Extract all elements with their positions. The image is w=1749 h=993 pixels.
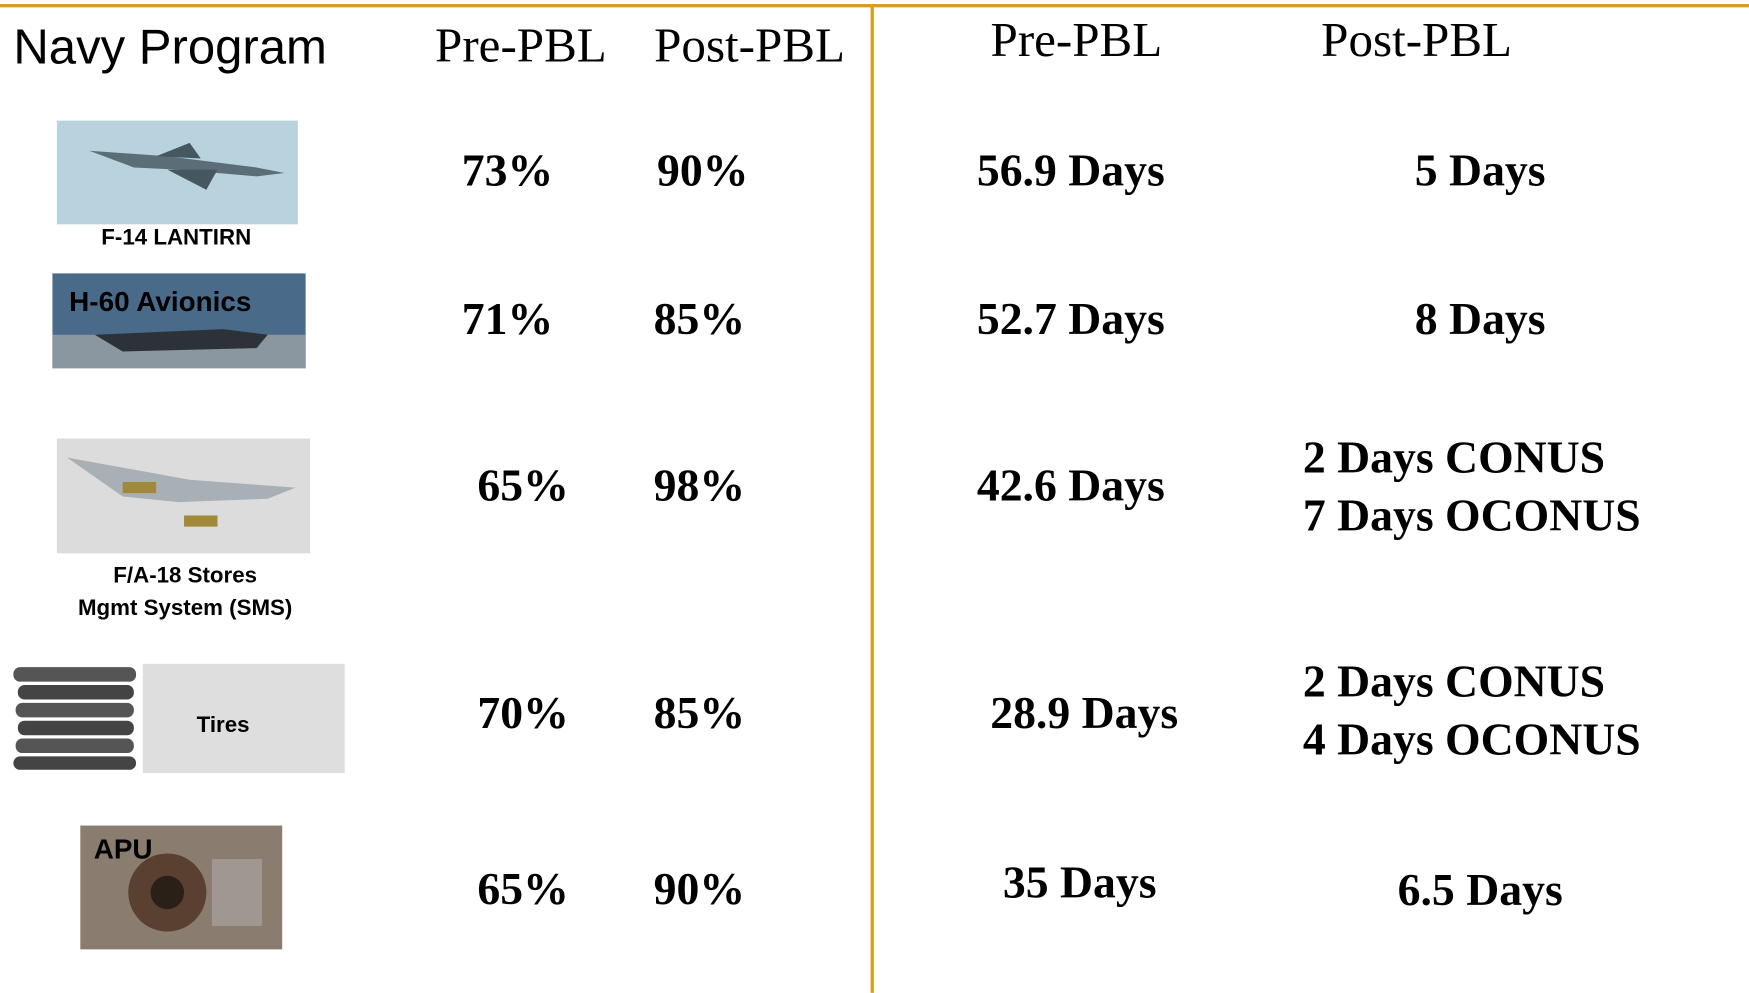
h60-image [52, 273, 306, 369]
program-label: F-14 LANTIRN [101, 225, 251, 250]
tires-image [13, 663, 345, 774]
apu-image [80, 825, 283, 950]
availability-post: 90% [654, 863, 745, 914]
program-label: Tires [197, 712, 250, 737]
days-post: 4 Days OCONUS [1303, 714, 1641, 765]
days-post: 8 Days [1415, 293, 1546, 344]
availability-pre: 73% [462, 145, 553, 196]
availability-pre: 70% [477, 687, 568, 738]
header-days-post: Post-PBL [1321, 12, 1512, 67]
fa18-image [56, 438, 311, 554]
days-post: 5 Days [1415, 145, 1546, 196]
program-label: APU [94, 834, 153, 865]
availability-pre: 65% [477, 459, 568, 510]
days-post: 7 Days OCONUS [1303, 489, 1641, 540]
header-availability-post: Post-PBL [654, 18, 845, 73]
availability-post: 98% [654, 459, 745, 510]
days-post: 2 Days CONUS [1303, 431, 1605, 482]
header-days-pre: Pre-PBL [991, 12, 1163, 67]
program-label: Mgmt System (SMS) [78, 595, 292, 620]
availability-pre: 71% [462, 293, 553, 344]
days-pre: 35 Days [1003, 856, 1157, 907]
program-label: H-60 Avionics [69, 286, 251, 317]
availability-post: 85% [654, 293, 745, 344]
f14-image [56, 120, 298, 225]
days-pre: 42.6 Days [977, 459, 1165, 510]
header-availability-pre: Pre-PBL [435, 18, 607, 73]
program-label: F/A-18 Stores [113, 563, 257, 588]
availability-pre: 65% [477, 863, 568, 914]
availability-post: 90% [657, 145, 748, 196]
days-post: 6.5 Days [1398, 864, 1563, 915]
days-pre: 56.9 Days [977, 145, 1165, 196]
availability-post: 85% [654, 687, 745, 738]
header-program: Navy Program [13, 20, 327, 74]
days-post: 2 Days CONUS [1303, 656, 1605, 707]
days-pre: 52.7 Days [977, 293, 1165, 344]
days-pre: 28.9 Days [990, 687, 1178, 738]
